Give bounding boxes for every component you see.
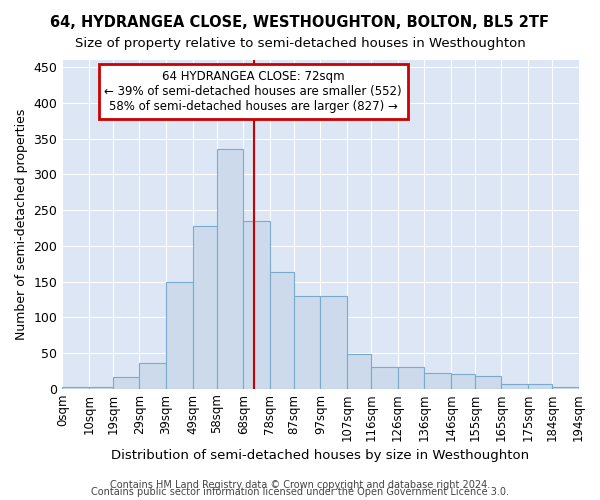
X-axis label: Distribution of semi-detached houses by size in Westhoughton: Distribution of semi-detached houses by … [112, 450, 529, 462]
Bar [294, 296, 320, 388]
Bar [552, 386, 578, 388]
Bar [475, 376, 502, 388]
Bar [139, 363, 166, 388]
Bar [320, 296, 347, 388]
Bar [371, 367, 398, 388]
Bar [270, 272, 294, 388]
Bar [166, 282, 193, 389]
Bar [502, 384, 528, 388]
Y-axis label: Number of semi-detached properties: Number of semi-detached properties [15, 108, 28, 340]
Text: 64 HYDRANGEA CLOSE: 72sqm
← 39% of semi-detached houses are smaller (552)
58% of: 64 HYDRANGEA CLOSE: 72sqm ← 39% of semi-… [104, 70, 402, 113]
Text: 64, HYDRANGEA CLOSE, WESTHOUGHTON, BOLTON, BL5 2TF: 64, HYDRANGEA CLOSE, WESTHOUGHTON, BOLTO… [50, 15, 550, 30]
Text: Contains public sector information licensed under the Open Government Licence 3.: Contains public sector information licen… [91, 487, 509, 497]
Bar [113, 377, 139, 388]
Text: Contains HM Land Registry data © Crown copyright and database right 2024.: Contains HM Land Registry data © Crown c… [110, 480, 490, 490]
Bar [398, 367, 424, 388]
Bar [347, 354, 371, 388]
Bar [193, 226, 217, 388]
Bar [62, 386, 89, 388]
Bar [424, 373, 451, 388]
Bar [528, 384, 552, 388]
Bar [243, 221, 270, 388]
Bar [451, 374, 475, 388]
Bar [217, 150, 243, 388]
Text: Size of property relative to semi-detached houses in Westhoughton: Size of property relative to semi-detach… [74, 38, 526, 51]
Bar [89, 386, 113, 388]
